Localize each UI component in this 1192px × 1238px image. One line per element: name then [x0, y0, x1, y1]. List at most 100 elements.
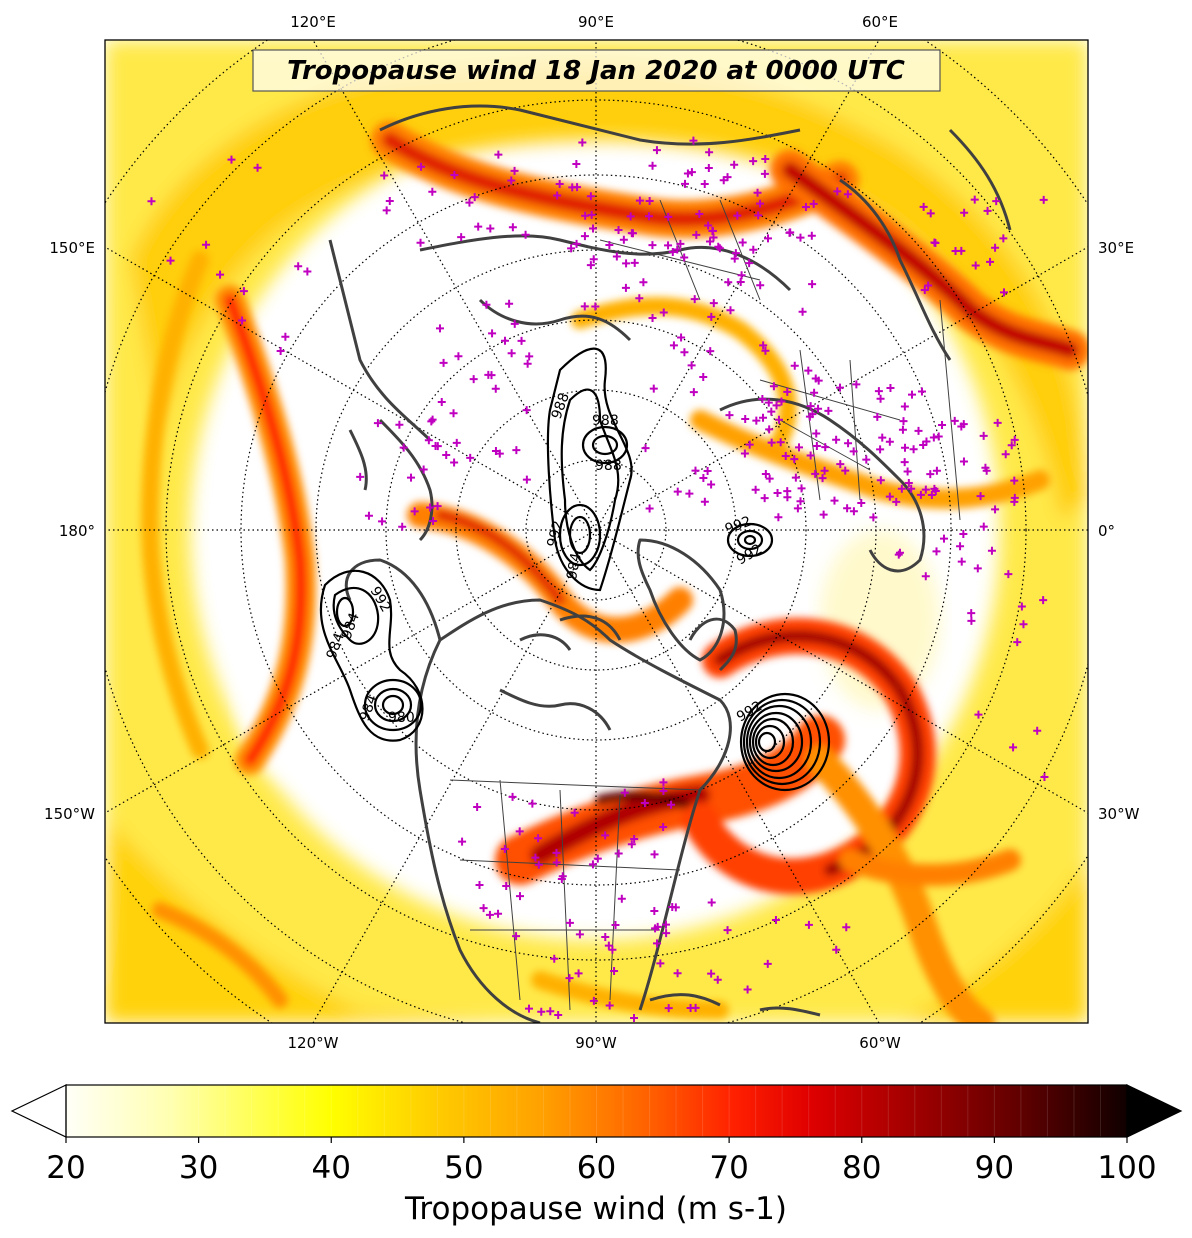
station-marker [959, 457, 968, 466]
station-marker [356, 472, 365, 481]
colorbar-label: Tropopause wind (m s-1) [404, 1191, 787, 1227]
lon-label-right: 30°E [1098, 239, 1134, 257]
station-marker [524, 1004, 533, 1013]
station-marker [512, 932, 521, 941]
station-marker [685, 489, 694, 498]
station-marker [619, 235, 628, 244]
station-marker [652, 146, 661, 155]
station-marker [281, 332, 290, 341]
station-marker [1007, 441, 1016, 450]
station-marker [303, 267, 312, 276]
station-marker [589, 996, 598, 1005]
station-marker [689, 136, 698, 145]
station-marker [1033, 726, 1042, 735]
station-marker [900, 458, 909, 467]
station-marker [439, 358, 448, 367]
station-marker [626, 212, 635, 221]
station-marker [433, 502, 442, 511]
station-marker [904, 479, 913, 488]
station-marker [713, 975, 722, 984]
station-marker [908, 390, 916, 399]
station-marker [1019, 620, 1028, 629]
station-marker [991, 505, 1000, 514]
station-marker [641, 444, 650, 453]
station-marker [427, 417, 436, 426]
station-marker [417, 162, 426, 171]
station-marker [612, 252, 621, 261]
station-marker [725, 411, 734, 420]
station-marker [687, 168, 696, 177]
station-marker [554, 1010, 563, 1019]
station-marker [927, 491, 936, 500]
station-marker [723, 926, 732, 935]
station-marker [806, 451, 815, 460]
colorbar-tick-label: 90 [975, 1150, 1014, 1186]
station-marker [704, 163, 713, 172]
station-marker [469, 375, 478, 384]
station-marker [429, 516, 438, 525]
station-marker [667, 800, 676, 809]
station-marker [760, 169, 769, 178]
contour-label: 992 [544, 519, 566, 549]
station-marker [635, 294, 644, 303]
station-marker [804, 920, 813, 929]
station-marker [614, 849, 623, 858]
station-marker [707, 898, 716, 907]
station-marker [926, 209, 935, 218]
station-marker [970, 195, 979, 204]
station-marker [680, 253, 689, 262]
station-marker [399, 443, 408, 452]
station-marker [639, 278, 648, 287]
station-marker [974, 710, 983, 719]
station-marker [593, 854, 602, 863]
station-marker [610, 967, 619, 976]
station-marker [920, 285, 929, 294]
station-marker [238, 316, 247, 325]
station-marker [971, 261, 980, 270]
station-marker [907, 484, 916, 493]
station-marker [523, 359, 532, 368]
station-marker [982, 466, 991, 475]
station-marker [924, 281, 933, 290]
station-marker [986, 257, 995, 266]
station-marker [664, 212, 673, 221]
station-marker [442, 451, 451, 460]
colorbar-tick-label: 20 [46, 1150, 85, 1186]
station-marker [239, 287, 248, 296]
station-marker [783, 493, 792, 502]
station-marker [622, 259, 631, 268]
station-marker [216, 270, 225, 279]
station-marker [767, 407, 776, 416]
station-marker [669, 341, 678, 350]
station-marker [410, 507, 419, 516]
station-marker [454, 352, 463, 361]
station-marker [743, 985, 752, 994]
station-marker [939, 534, 948, 543]
station-marker [745, 440, 754, 449]
station-marker [648, 314, 657, 323]
station-marker [668, 248, 677, 257]
station-marker [814, 376, 823, 385]
station-marker [491, 384, 500, 393]
station-marker [922, 437, 931, 446]
station-marker [452, 438, 461, 447]
station-marker [630, 1013, 639, 1022]
station-marker [763, 959, 772, 968]
station-marker [614, 225, 623, 234]
station-marker [852, 380, 861, 389]
station-marker [960, 208, 969, 217]
station-marker [801, 203, 810, 212]
station-marker [745, 259, 754, 268]
station-marker [605, 1001, 614, 1010]
station-marker [979, 431, 988, 440]
station-marker [604, 941, 613, 950]
station-marker [903, 467, 912, 476]
station-marker [705, 148, 714, 157]
lon-label-top: 60°E [862, 13, 898, 31]
station-marker [572, 239, 581, 248]
station-marker [849, 447, 858, 456]
station-marker [706, 347, 715, 356]
station-marker [731, 249, 740, 258]
station-marker [752, 416, 761, 425]
